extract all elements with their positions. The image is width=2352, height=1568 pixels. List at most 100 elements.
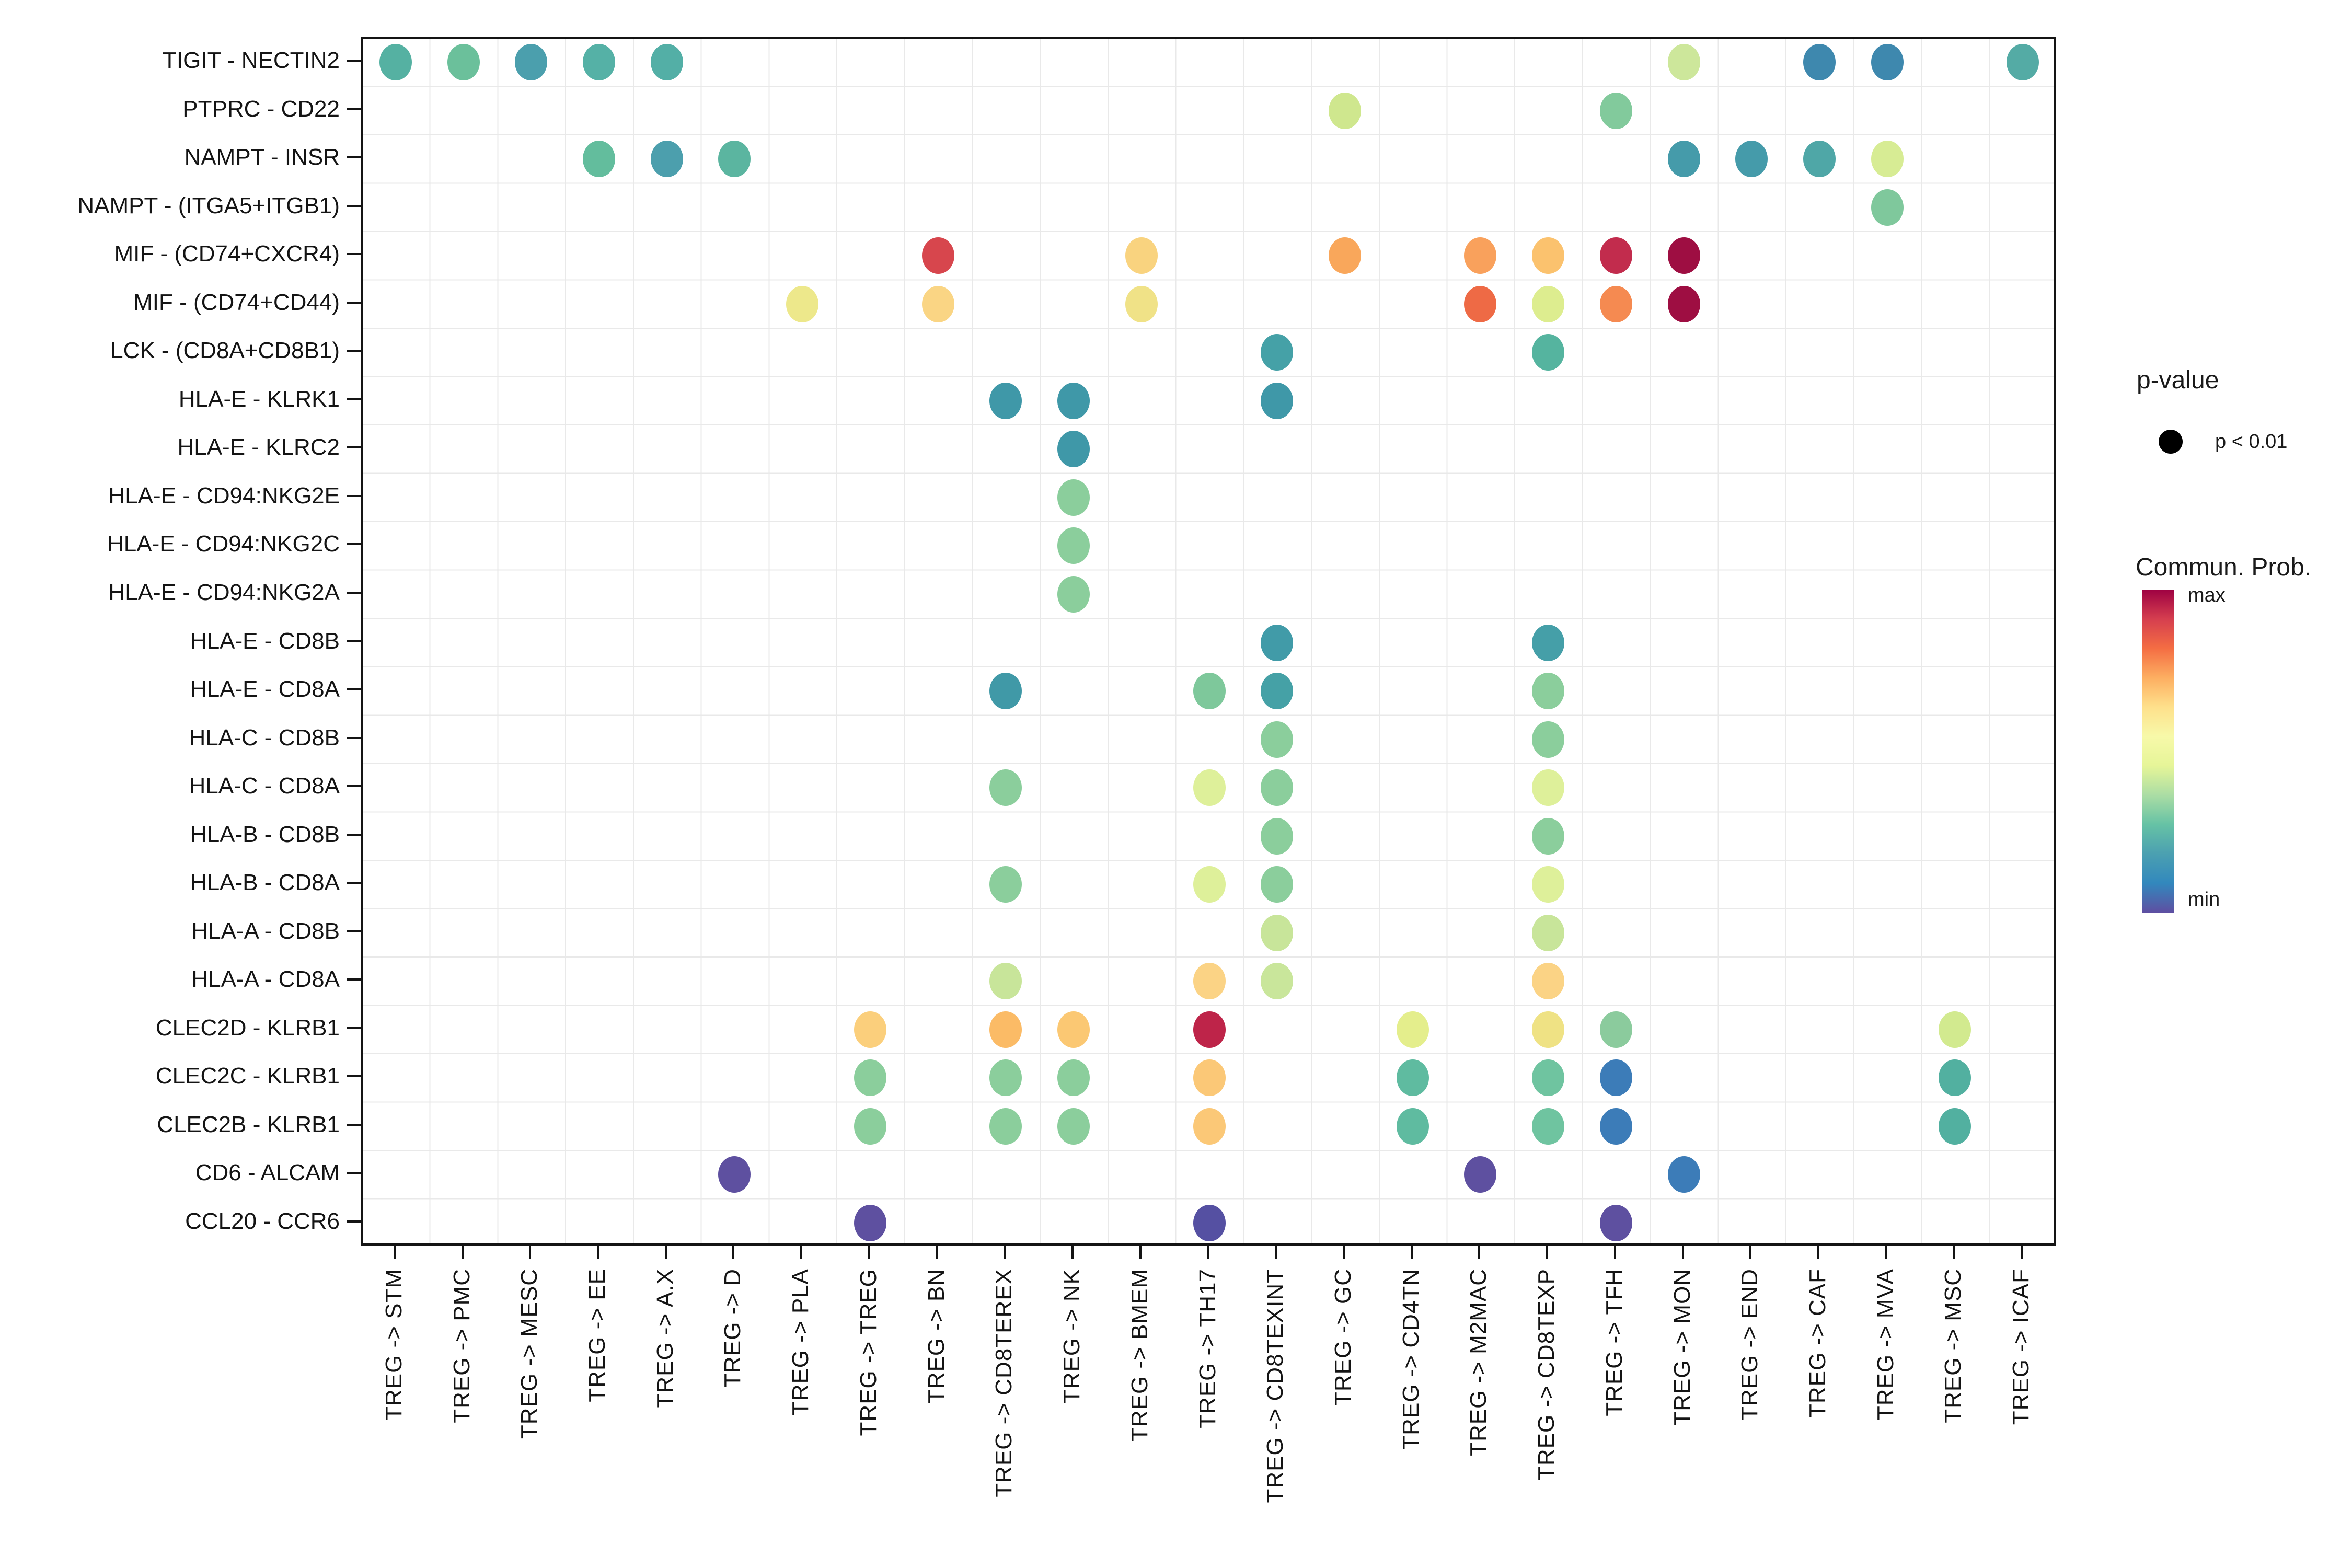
x-tick-mark (1546, 1246, 1549, 1259)
data-dot (1667, 237, 1700, 274)
y-axis-label: CD6 - ALCAM (195, 1160, 340, 1186)
data-dot (447, 44, 480, 81)
data-dot (1667, 1156, 1700, 1193)
y-tick-mark (347, 108, 361, 110)
x-axis-label: TREG -> CAF (1804, 1269, 1830, 1419)
data-dot (1193, 1059, 1226, 1097)
data-dot (379, 44, 412, 81)
data-dot (1532, 1108, 1565, 1145)
y-tick-mark (347, 398, 361, 400)
x-tick-mark (1613, 1246, 1616, 1259)
data-dot (1464, 285, 1497, 322)
y-tick-mark (347, 882, 361, 884)
x-tick-mark (2021, 1246, 2023, 1259)
data-dot (1193, 769, 1226, 806)
y-axis-label: HLA-E - CD8B (190, 628, 340, 654)
data-dot (1532, 1011, 1565, 1048)
x-tick-mark (461, 1246, 464, 1259)
x-tick-mark (664, 1246, 667, 1259)
data-dot (1532, 673, 1565, 710)
y-tick-mark (347, 60, 361, 62)
data-dot (1532, 914, 1565, 951)
data-dot (1057, 431, 1090, 468)
y-axis-label: CLEC2C - KLRB1 (155, 1063, 340, 1089)
x-axis-label: TREG -> NK (1059, 1269, 1085, 1404)
x-axis-label: TREG -> GC (1330, 1269, 1356, 1406)
y-axis-label: HLA-C - CD8A (189, 773, 340, 799)
data-dot (1464, 1156, 1497, 1193)
x-axis-label: TREG -> TFH (1601, 1269, 1627, 1416)
x-tick-mark (1207, 1246, 1209, 1259)
y-axis-label: CCL20 - CCR6 (185, 1208, 340, 1234)
x-tick-mark (1410, 1246, 1413, 1259)
y-axis-label: HLA-A - CD8A (191, 966, 340, 993)
x-tick-mark (1817, 1246, 1819, 1259)
data-dot (1939, 1108, 1971, 1145)
x-axis-label: TREG -> PMC (448, 1269, 475, 1423)
x-tick-mark (1885, 1246, 1887, 1259)
data-dot (1125, 285, 1158, 322)
x-axis-label: TREG -> EE (584, 1269, 610, 1402)
data-dot (1667, 44, 1700, 81)
data-dot (989, 1011, 1022, 1048)
data-dot (1261, 382, 1294, 419)
data-dot (1532, 1059, 1565, 1097)
x-axis-label: TREG -> CD8TEXINT (1262, 1269, 1288, 1503)
data-dot (1057, 1059, 1090, 1097)
data-dot (718, 141, 751, 178)
x-tick-mark (936, 1246, 938, 1259)
colorbar-min-label: min (2188, 889, 2220, 910)
data-dot (989, 1108, 1022, 1145)
y-tick-mark (347, 785, 361, 788)
x-axis-label: TREG -> TH17 (1194, 1269, 1220, 1428)
data-dot (989, 1059, 1022, 1097)
data-dot (1261, 673, 1294, 710)
x-axis-label: TREG -> A.X (652, 1269, 678, 1408)
y-tick-mark (347, 1220, 361, 1223)
data-dot (1261, 914, 1294, 951)
data-dot (1261, 334, 1294, 371)
data-dot (1599, 1108, 1632, 1145)
x-tick-mark (1342, 1246, 1345, 1259)
x-axis-label: TREG -> PLA (788, 1269, 814, 1416)
pvalue-legend-item-label: p < 0.01 (2215, 431, 2288, 453)
y-tick-mark (347, 930, 361, 932)
data-dot (854, 1059, 886, 1097)
y-axis-label: HLA-E - KLRK1 (178, 386, 340, 412)
x-tick-mark (1275, 1246, 1277, 1259)
y-tick-mark (347, 978, 361, 981)
y-axis-label: HLA-E - CD94:NKG2E (108, 482, 340, 509)
y-tick-mark (347, 1027, 361, 1029)
colorbar-max-label: max (2188, 584, 2226, 606)
data-dot (1871, 141, 1904, 178)
y-tick-mark (347, 591, 361, 594)
x-axis-label: TREG -> CD8TEREX (991, 1269, 1017, 1497)
y-tick-mark (347, 350, 361, 352)
x-tick-mark (1004, 1246, 1006, 1259)
data-dot (989, 673, 1022, 710)
data-dot (1532, 334, 1565, 371)
data-dot (1599, 1011, 1632, 1048)
data-dot (921, 237, 954, 274)
y-tick-mark (347, 543, 361, 546)
data-dot (1532, 721, 1565, 758)
data-dot (1396, 1011, 1429, 1048)
data-dot (989, 963, 1022, 1000)
y-axis-label: MIF - (CD74+CD44) (133, 289, 340, 315)
y-tick-mark (347, 833, 361, 836)
plot-panel (361, 37, 2056, 1246)
data-dot (1735, 141, 1768, 178)
data-dot (1261, 866, 1294, 903)
data-dot (1193, 963, 1226, 1000)
x-tick-mark (529, 1246, 532, 1259)
data-dot (650, 44, 683, 81)
data-dot (1396, 1059, 1429, 1097)
pvalue-legend-title: p-value (2137, 366, 2219, 394)
x-tick-mark (597, 1246, 599, 1259)
y-axis-label: HLA-B - CD8A (190, 870, 340, 896)
data-dot (1464, 237, 1497, 274)
data-dot (1261, 817, 1294, 855)
y-tick-mark (347, 1075, 361, 1078)
data-dot (718, 1156, 751, 1193)
